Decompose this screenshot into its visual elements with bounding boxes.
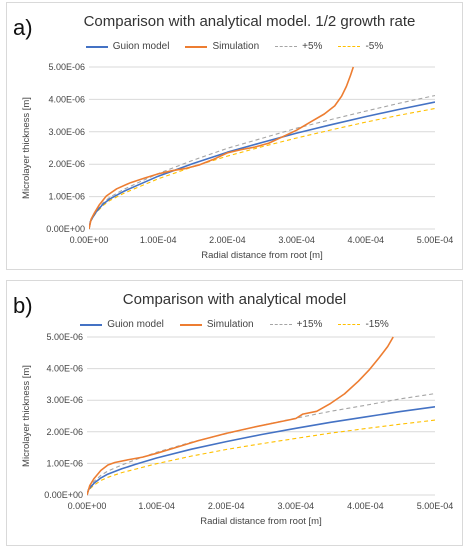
y-axis-label: Microlayer thickness [m] <box>21 365 32 467</box>
legend-label: -15% <box>365 319 389 330</box>
legend-swatch <box>338 46 361 47</box>
legend-item-guion-model: Guion model <box>85 41 170 52</box>
legend-item-simulation: Simulation <box>185 41 259 52</box>
series-line-15 <box>87 419 435 496</box>
y-tick-label: 4.00E-06 <box>46 364 83 374</box>
y-tick-label: 0.00E+00 <box>44 490 83 500</box>
x-tick-label: 1.00E-04 <box>138 501 175 511</box>
x-tick-label: 5.00E-04 <box>417 235 454 245</box>
legend-item-minus-15: -15% <box>338 319 389 330</box>
y-tick-label: 1.00E-06 <box>46 458 83 468</box>
panel-label-b: b) <box>13 293 33 318</box>
x-tick-label: 0.00E+00 <box>70 235 109 245</box>
plot-area-b: 0.00E+00 1.00E-06 2.00E-06 3.00E-06 4.00E-06… <box>21 332 454 527</box>
series-line-5 <box>89 107 435 230</box>
legend-swatch <box>275 46 298 47</box>
panel-label-a: a) <box>13 15 33 40</box>
legend-label: Guion model <box>107 319 164 330</box>
y-tick-label: 2.00E-06 <box>46 427 83 437</box>
legend-item-simulation: Simulation <box>179 319 254 330</box>
legend-label: -5% <box>365 41 384 52</box>
series-line-simulation <box>89 66 355 230</box>
x-axis-label: Radial distance from root [m] <box>200 516 321 527</box>
x-tick-label: 4.00E-04 <box>348 235 385 245</box>
legend-swatch <box>80 323 103 326</box>
legend-item-plus-5: +5% <box>275 41 322 52</box>
x-axis-label: Radial distance from root [m] <box>201 250 322 261</box>
x-tick-label: 3.00E-04 <box>278 235 315 245</box>
series-line-5 <box>89 94 435 230</box>
y-tick-label: 2.00E-06 <box>48 159 85 169</box>
chart-panel-b: b) Comparison with analytical model Guio… <box>6 280 463 546</box>
y-tick-label: 1.00E-06 <box>48 192 85 202</box>
legend-b: Guion model Simulation +15% -15% <box>7 319 462 330</box>
y-tick-label: 5.00E-06 <box>46 332 83 342</box>
legend-label: Simulation <box>212 41 260 52</box>
legend-label: Simulation <box>206 319 254 330</box>
legend-swatch <box>338 324 361 325</box>
y-tick-label: 4.00E-06 <box>48 94 85 104</box>
series-line-simulation <box>87 336 394 496</box>
x-tick-label: 4.00E-04 <box>347 501 384 511</box>
series-line-guion-model <box>89 101 435 230</box>
legend-label: +5% <box>302 41 323 52</box>
x-tick-label: 2.00E-04 <box>209 235 246 245</box>
x-tick-label: 1.00E-04 <box>140 235 177 245</box>
chart-panel-a: a) Comparison with analytical model. 1/2… <box>6 2 463 270</box>
chart-title-b: Comparison with analytical model <box>122 291 347 308</box>
legend-item-guion-model: Guion model <box>80 319 164 330</box>
y-tick-label: 0.00E+00 <box>46 224 85 234</box>
legend-swatch <box>269 324 292 325</box>
x-tick-label: 2.00E-04 <box>208 501 245 511</box>
legend-label: Guion model <box>112 41 170 52</box>
x-tick-label: 0.00E+00 <box>68 501 107 511</box>
y-tick-label: 5.00E-06 <box>48 62 85 72</box>
y-axis-label: Microlayer thickness [m] <box>21 97 32 199</box>
legend-label: +15% <box>296 319 323 330</box>
x-tick-label: 5.00E-04 <box>417 501 454 511</box>
legend-swatch <box>85 45 108 48</box>
legend-item-minus-5: -5% <box>338 41 383 52</box>
series-line-15 <box>87 393 435 496</box>
y-tick-label: 3.00E-06 <box>48 127 85 137</box>
legend-swatch <box>185 45 208 48</box>
legend-swatch <box>179 323 202 326</box>
y-tick-label: 3.00E-06 <box>46 395 83 405</box>
plot-area-a: 0.00E+00 1.00E-06 2.00E-06 3.00E-06 4.00E-06… <box>21 62 454 261</box>
legend-item-plus-15: +15% <box>269 319 323 330</box>
legend-a: Guion model Simulation +5% -5% <box>7 41 462 52</box>
chart-title-a: Comparison with analytical model. 1/2 gr… <box>83 13 416 30</box>
series-line-guion-model <box>87 406 435 496</box>
x-tick-label: 3.00E-04 <box>278 501 315 511</box>
